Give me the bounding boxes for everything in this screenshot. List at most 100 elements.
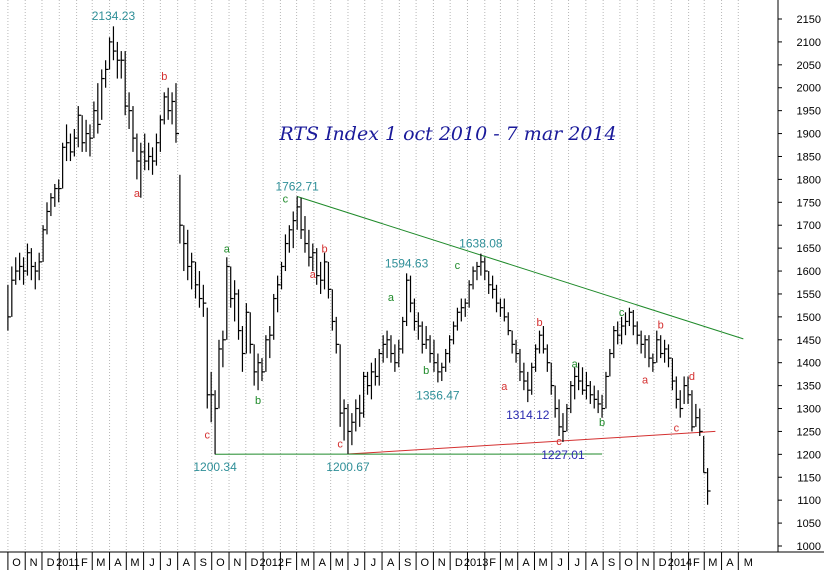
price-bar: [331, 289, 336, 331]
price-bar: [234, 280, 238, 322]
price-bar: [308, 229, 312, 267]
wave-label: b: [255, 395, 261, 407]
price-bar: [108, 37, 113, 70]
y-tick-label: 2000: [797, 83, 821, 95]
y-tick-label: 1150: [797, 472, 821, 484]
price-bar: [191, 252, 195, 290]
price-bar: [241, 326, 246, 372]
x-tick-label: J: [557, 557, 563, 569]
price-bar: [409, 275, 414, 313]
x-tick-label: N: [233, 557, 241, 569]
price-bar: [624, 312, 629, 336]
price-bar: [562, 413, 566, 442]
price-bar: [269, 326, 273, 359]
price-annotation: 1314.12: [506, 408, 550, 422]
wave-label: a: [224, 244, 231, 256]
price-bar: [406, 273, 410, 327]
x-tick-label: N: [642, 557, 650, 569]
price-bar: [144, 133, 148, 171]
price-bar: [273, 293, 277, 340]
price-bar: [640, 330, 645, 354]
price-bar: [402, 316, 406, 354]
price-bar: [609, 348, 613, 377]
price-bar: [265, 335, 269, 372]
price-bar: [46, 202, 50, 235]
price-annotation: 1356.47: [416, 389, 460, 403]
price-bar: [460, 298, 465, 322]
x-tick-label: A: [522, 557, 530, 569]
price-bar: [574, 367, 578, 400]
price-bar: [116, 41, 121, 79]
price-bar: [347, 403, 351, 454]
price-bar: [292, 211, 297, 249]
price-bar: [648, 335, 652, 368]
price-annotations: 2134.23 1762.71 1638.08 1594.63 1356.47 1314.…: [92, 9, 585, 474]
y-tick-label: 1800: [797, 174, 821, 186]
price-bar: [390, 335, 394, 363]
price-bar: [656, 330, 660, 363]
price-bar: [617, 321, 621, 345]
price-bar: [11, 266, 15, 317]
price-bar: [214, 390, 219, 455]
price-bar: [183, 225, 187, 272]
y-tick-label: 1350: [797, 381, 821, 393]
price-bar: [312, 243, 316, 272]
price-bar: [374, 358, 379, 386]
y-tick-label: 1850: [797, 151, 821, 163]
price-bar: [370, 362, 375, 400]
x-tick-label: M: [301, 557, 310, 569]
price-bar: [339, 344, 344, 427]
price-bar: [151, 147, 156, 175]
x-tick-label: 2014: [668, 557, 692, 569]
y-tick-label: 2150: [797, 14, 821, 26]
price-bar: [230, 266, 234, 308]
price-bar: [42, 225, 47, 262]
price-bar: [378, 348, 383, 386]
price-bar: [296, 196, 301, 230]
y-tick-label: 1750: [797, 197, 821, 209]
x-tick-label: M: [504, 557, 513, 569]
price-bar: [7, 284, 11, 331]
price-bar: [253, 344, 258, 386]
price-bar: [351, 413, 355, 446]
price-bar: [577, 362, 582, 391]
price-bar: [632, 309, 637, 336]
wave-label: a: [572, 358, 579, 370]
wave-label: b: [536, 317, 542, 329]
y-tick-label: 1050: [797, 518, 821, 530]
price-bar: [179, 174, 183, 244]
x-tick-label: O: [12, 557, 21, 569]
x-tick-label: A: [591, 557, 599, 569]
price-bar: [54, 183, 58, 207]
price-bar: [605, 371, 609, 409]
price-bar: [589, 381, 594, 404]
price-bar: [89, 124, 93, 157]
price-bar: [519, 348, 523, 382]
y-tick-label: 1450: [797, 335, 821, 347]
price-bar: [38, 252, 43, 281]
price-bar: [34, 261, 39, 290]
wave-label: b: [658, 319, 664, 331]
price-bar: [499, 298, 504, 317]
price-bar: [120, 51, 125, 79]
price-bar: [613, 326, 617, 359]
x-tick-label: J: [354, 557, 360, 569]
x-tick-label: M: [539, 557, 548, 569]
y-tick-label: 1900: [797, 129, 821, 141]
price-bar: [187, 229, 191, 281]
price-bar: [257, 353, 262, 391]
price-bar: [706, 468, 711, 505]
price-bar: [449, 335, 453, 363]
price-bars: [7, 26, 711, 505]
price-bar: [534, 344, 539, 372]
x-tick-label: M: [96, 557, 105, 569]
price-bar: [445, 348, 449, 372]
x-tick-label: J: [574, 557, 580, 569]
price-bar: [554, 385, 559, 418]
price-bar: [58, 179, 62, 203]
price-bar: [437, 353, 441, 383]
price-bar: [237, 289, 242, 340]
price-annotation: 1200.34: [193, 460, 237, 474]
price-bar: [620, 316, 625, 345]
